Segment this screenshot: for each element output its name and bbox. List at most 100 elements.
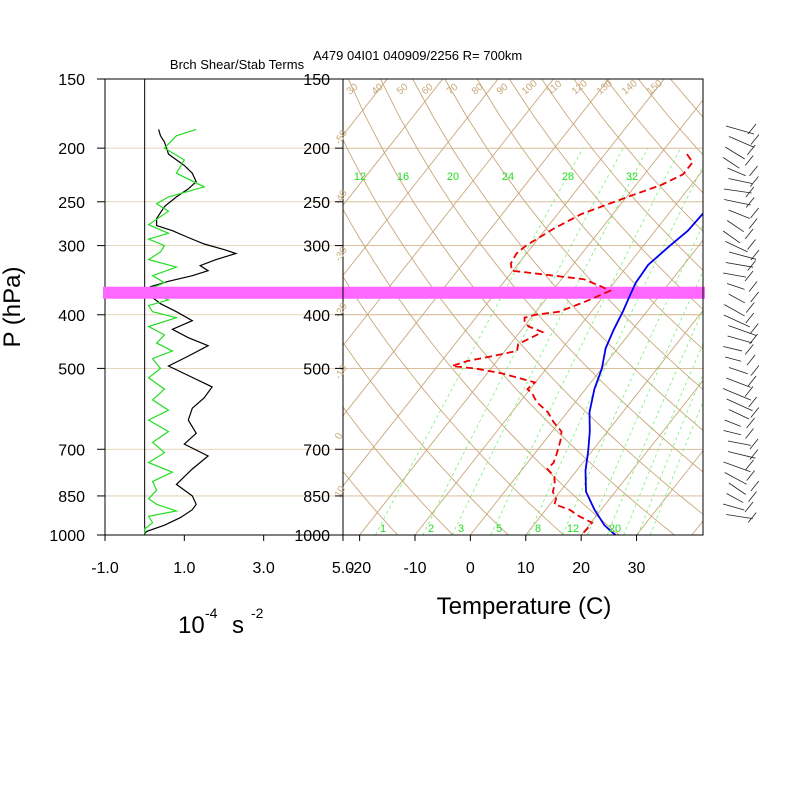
isotherm-line [343,79,665,487]
skewt-series-line-1 [451,153,694,535]
left-x-tick-label-3: 5.0 [332,560,354,577]
mixing-ratio-line [490,147,681,535]
dry-adiabat [380,79,703,473]
dry-adiabat [541,79,703,271]
wind-barb-shaft [724,419,741,427]
isotherm-line [636,450,703,535]
wind-barb-flag [748,491,757,502]
skewt-background-lines [0,79,800,535]
wind-barb-shaft [722,388,752,401]
mixing-ratio-line [528,165,703,535]
isotherm-line [343,79,554,347]
mixing-ratio-line [649,400,703,535]
left-y-tick-label-500: 500 [58,361,85,378]
wind-barb-shaft [728,293,746,304]
dry-adiabat [767,79,800,535]
mixing-ratio-bottom-label-5: 5 [496,523,502,535]
skewt-series [451,153,703,535]
isotherm-label-10: 10 [333,484,348,500]
mixing-ratio-bottom-label-20: 20 [609,523,621,535]
wind-barb-shaft [728,367,748,375]
wind-barb-shaft [728,482,746,495]
mixing-ratio-top-label-20: 20 [447,171,459,183]
wind-barb-flag [746,144,756,156]
wind-barb-shaft [728,409,750,420]
wind-barb-shaft [723,314,750,328]
mixing-ratio-bottom-label-12: 12 [567,523,579,535]
isotherm-line [525,309,703,535]
wind-barb-flag [744,344,754,355]
skewt-y-tick-label-1000: 1000 [294,528,330,545]
skewt-panel: 30 40 50 60 70 80 90 100 110 120 130 140 150-50-40-3… [0,48,800,620]
mixing-ratio-line [637,373,703,535]
wind-barb-flag [744,270,754,282]
skewt-y-tick-label-400: 400 [303,308,330,325]
isotherm-label--30: -30 [333,245,350,263]
wind-barb-shaft [726,493,744,503]
mixing-ratio-line [606,309,703,535]
wind-barb-flag [745,312,755,324]
wind-barb-shaft [723,461,751,473]
wind-barb-shaft [728,251,757,260]
wind-barb-flag [750,480,760,492]
wind-barb-shaft [723,188,752,194]
wind-barb-flag [749,165,758,177]
dry-adiabat [702,79,703,81]
left-y-tick-label-1000: 1000 [49,528,85,545]
wind-barb-shaft [725,125,755,135]
wind-barb-flag [746,354,756,366]
mixing-ratio-line [422,147,624,535]
wind-barb-flag [746,470,756,481]
wind-barb-flag [749,333,758,345]
dry-adiabat [476,79,703,350]
wind-barb-shaft [722,230,741,244]
wind-barb-flag [750,323,759,334]
skewt-x-tick-label-5: 30 [628,560,646,577]
wind-barb-flag [750,407,760,418]
wind-barb-flag [750,176,759,187]
x-unit-s: s [232,612,244,639]
left-x-tick-label-1: 1.0 [173,560,195,577]
shear-series [143,128,238,535]
wind-barb-shaft [723,272,746,278]
dry-adiabat [735,79,800,535]
wind-barb-shaft [726,398,753,412]
left-x-ticks: -1.0 1.0 3.0 5.0 [91,535,354,577]
wind-barb-flag [745,428,754,439]
x-unit-s-exponent: -2 [251,605,264,621]
isotherm-line [0,79,221,535]
wind-barb-flag [745,197,755,208]
wind-barb-shaft [728,209,750,219]
wind-barb-shaft [725,262,754,268]
wind-barb-flag [748,218,758,229]
mixing-ratio-line [562,224,703,535]
wind-barb-shaft [724,304,745,317]
wind-barb-flag [748,281,758,292]
dry-adiabat [343,341,509,535]
theta-label-30: 30 [345,81,361,97]
shear-panel: 150 200 250 300 400 500 700 850 1000 -1.0 1.0 3.0 5… [0,57,354,639]
wind-barb-flag [745,302,755,313]
left-y-tick-label-700: 700 [58,442,85,459]
wind-barb-shaft [723,346,743,352]
wind-barb-flag [744,386,754,397]
skewt-y-tick-label-850: 850 [303,489,330,506]
theta-label-60: 60 [420,81,436,97]
wind-barb-shaft [727,440,752,446]
left-y-ticks: 150 200 250 300 400 500 700 850 1000 [49,72,105,545]
mixing-ratio-bottom-label-1: 1 [380,523,386,535]
mixing-ratio-top-label-24: 24 [502,171,514,183]
theta-label-80: 80 [470,81,486,97]
isotherm-line [343,79,610,417]
wind-barb-shaft [727,167,746,177]
skewt-x-tick-label-1: -10 [403,560,426,577]
wind-barb-shaft [728,136,755,148]
wind-barb-shaft [726,283,745,290]
dry-adiabat [444,79,703,391]
wind-barb-flag [748,396,757,408]
theta-label-150: 150 [645,78,665,97]
y-axis-label: P (hPa) [0,267,26,348]
skewt-y-tick-label-300: 300 [303,239,330,256]
mixing-ratio-top-label-28: 28 [562,171,574,183]
